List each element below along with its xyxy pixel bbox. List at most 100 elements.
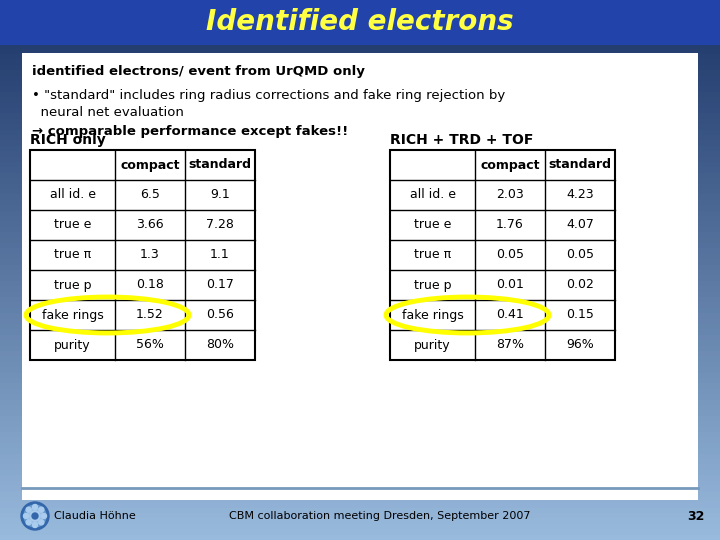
Bar [0,383,720,389]
Circle shape [32,513,38,519]
Text: → comparable performance except fakes!!: → comparable performance except fakes!! [32,125,348,138]
Text: 0.05: 0.05 [496,248,524,261]
Bar [0,443,720,448]
Bar [0,497,720,502]
Bar [0,59,720,65]
Bar [0,367,720,373]
Text: neural net evaluation: neural net evaluation [32,105,184,118]
Bar [0,508,720,513]
Bar [0,157,720,162]
Bar [0,97,720,103]
Bar [0,491,720,497]
Bar [0,135,720,140]
Bar [0,351,720,356]
Circle shape [24,514,29,518]
Bar [0,389,720,394]
Text: true π: true π [414,248,451,261]
Text: 1.1: 1.1 [210,248,230,261]
Bar [0,286,720,292]
Bar [0,319,720,324]
Bar [0,0,720,45]
Bar [0,119,720,124]
Text: 1.76: 1.76 [496,219,524,232]
Bar [0,167,720,173]
Bar [0,216,720,221]
Circle shape [27,508,43,524]
Bar [0,432,720,437]
Text: CBM collaboration meeting Dresden, September 2007: CBM collaboration meeting Dresden, Septe… [229,511,531,521]
Bar [0,5,720,11]
Text: 80%: 80% [206,339,234,352]
Circle shape [42,514,47,518]
Text: 0.41: 0.41 [496,308,524,321]
Bar [0,324,720,329]
Bar [0,27,720,32]
Text: Identified electrons: Identified electrons [206,9,514,37]
Text: fake rings: fake rings [42,308,104,321]
Bar [0,248,720,254]
Bar [0,308,720,313]
Bar [0,113,720,119]
Bar [0,184,720,189]
Text: compact: compact [480,159,540,172]
Bar [0,227,720,232]
Bar [0,65,720,70]
Text: 4.23: 4.23 [566,188,594,201]
Text: 4.07: 4.07 [566,219,594,232]
Bar [0,464,720,470]
Bar [0,178,720,184]
Bar [0,356,720,362]
Bar [0,475,720,481]
Circle shape [26,520,31,525]
Text: true e: true e [414,219,451,232]
Text: 9.1: 9.1 [210,188,230,201]
Bar [0,459,720,464]
Bar [0,124,720,130]
Bar [22,53,698,500]
Text: 0.02: 0.02 [566,279,594,292]
Bar [0,146,720,151]
Text: 3.66: 3.66 [136,219,164,232]
Bar [0,421,720,427]
Bar [0,43,720,49]
Bar [0,529,720,535]
Text: 7.28: 7.28 [206,219,234,232]
Bar [0,254,720,259]
Bar [0,281,720,286]
Bar [0,513,720,518]
Text: true p: true p [54,279,91,292]
Bar [0,502,720,508]
Bar [0,38,720,43]
Bar [0,16,720,22]
Bar [0,211,720,216]
Bar [0,221,720,227]
Bar [0,49,720,54]
Bar [0,86,720,92]
Text: RICH only: RICH only [30,133,106,147]
Bar [0,270,720,275]
Text: fake rings: fake rings [402,308,464,321]
Text: 96%: 96% [566,339,594,352]
Text: compact: compact [120,159,180,172]
Bar [0,378,720,383]
Bar [0,454,720,459]
Bar [0,416,720,421]
Circle shape [24,505,46,527]
Bar [0,238,720,243]
Bar [0,243,720,248]
Bar [0,76,720,81]
Text: all id. e: all id. e [50,188,96,201]
Bar [0,189,720,194]
Bar [0,313,720,319]
Bar [0,535,720,540]
Bar [0,362,720,367]
Bar [0,92,720,97]
Text: 0.56: 0.56 [206,308,234,321]
Circle shape [39,520,44,525]
Bar [0,346,720,351]
Text: identified electrons/ event from UrQMD only: identified electrons/ event from UrQMD o… [32,65,365,78]
Bar [0,405,720,410]
Bar [0,400,720,405]
Bar [0,394,720,400]
Bar [390,150,615,360]
